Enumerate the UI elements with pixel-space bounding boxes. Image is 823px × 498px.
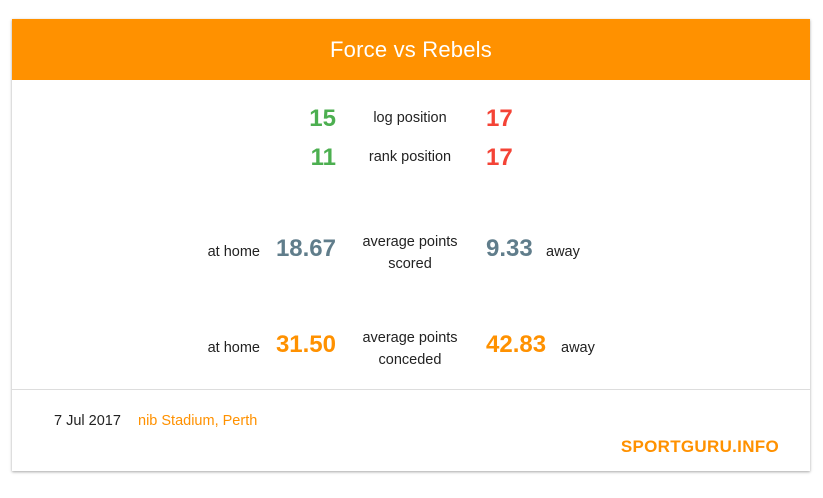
match-date: 7 Jul 2017 — [54, 413, 121, 429]
away-log-position: 17 — [486, 105, 513, 132]
scored-away-suffix: away — [546, 244, 580, 260]
log-position-label: log position — [373, 110, 447, 126]
away-avg-conceded: 42.83 — [486, 331, 547, 358]
avg-scored-label-line1: average points — [362, 234, 458, 250]
rank-position-label: rank position — [368, 149, 452, 165]
avg-conceded-label-line1: average points — [362, 330, 458, 346]
avg-conceded-label-line2: conceded — [378, 352, 442, 368]
avg-conceded-label: average points conceded — [350, 327, 470, 371]
home-rank-position: 11 — [310, 144, 336, 171]
away-rank-position: 17 — [486, 144, 513, 171]
avg-scored-row: at home 18.67 average points scored 9.33… — [12, 227, 810, 277]
avg-scored-label: average points scored — [350, 231, 470, 275]
home-avg-conceded: 31.50 — [275, 331, 336, 358]
log-position-row: 15 log position 17 — [12, 103, 810, 143]
match-venue-link[interactable]: nib Stadium, Perth — [138, 413, 258, 429]
match-card: Force vs Rebels 15 log position 17 11 ra… — [12, 19, 810, 471]
conceded-away-suffix: away — [561, 340, 595, 356]
rank-position-row: 11 rank position 17 — [12, 142, 810, 182]
match-header: Force vs Rebels — [12, 19, 810, 80]
footer-divider — [12, 389, 810, 390]
away-avg-scored: 9.33 — [486, 235, 533, 262]
scored-home-prefix: at home — [207, 244, 260, 260]
match-title: Force vs Rebels — [330, 36, 492, 62]
avg-scored-label-line2: scored — [388, 256, 432, 272]
avg-conceded-row: at home 31.50 average points conceded 42… — [12, 323, 810, 373]
home-log-position: 15 — [309, 105, 336, 132]
conceded-home-prefix: at home — [207, 340, 260, 356]
home-avg-scored: 18.67 — [275, 235, 336, 262]
brand-link[interactable]: SPORTGURU.INFO — [620, 437, 779, 456]
